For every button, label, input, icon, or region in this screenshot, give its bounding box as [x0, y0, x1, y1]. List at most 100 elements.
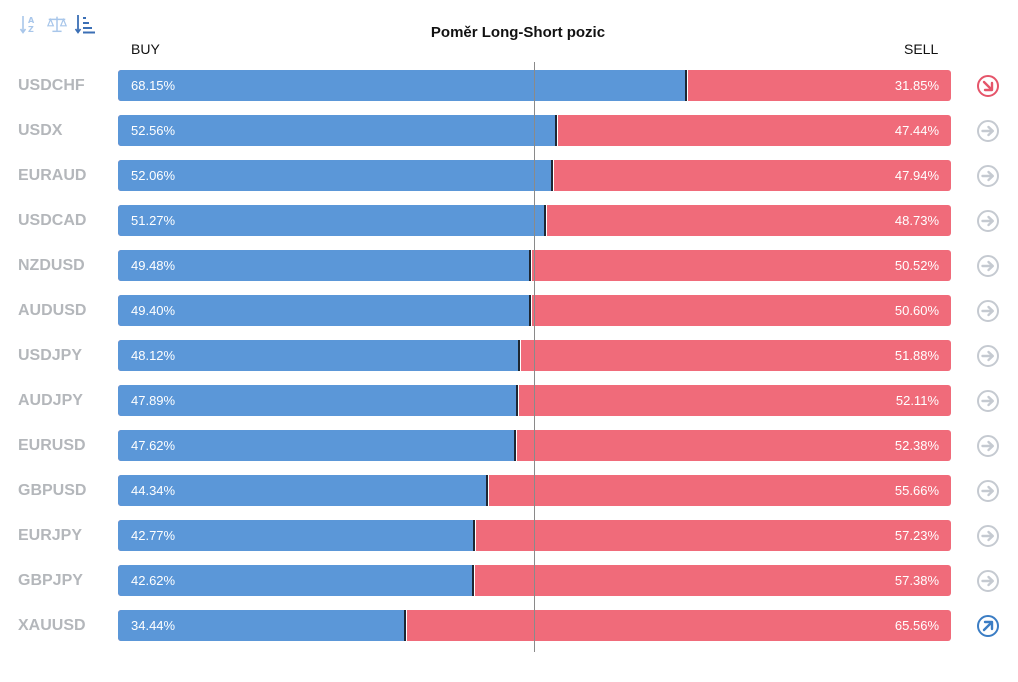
pair-symbol: USDJPY [18, 347, 83, 364]
sell-column-label: SELL [904, 41, 939, 57]
pair-symbol: AUDUSD [18, 302, 87, 319]
sell-value-label: 47.94% [894, 168, 939, 183]
arrow-down-right-icon[interactable] [976, 74, 1000, 98]
pair-row-audusd: AUDUSD 49.40% 50.60% [0, 295, 1018, 326]
arrow-right-icon[interactable] [976, 569, 1000, 593]
pair-row-xauusd: XAUUSD 34.44% 65.56% [0, 610, 1018, 641]
ratio-divider [529, 250, 532, 281]
pair-row-usdchf: USDCHF 68.15% 31.85% [0, 70, 1018, 101]
sell-value-label: 52.38% [894, 438, 939, 453]
buy-value-label: 49.40% [131, 303, 176, 318]
ratio-divider [404, 610, 407, 641]
sell-value-label: 52.11% [895, 393, 939, 408]
ratio-bar: 52.56% 47.44% [118, 115, 951, 146]
buy-value-label: 42.62% [131, 573, 176, 588]
svg-text:A: A [28, 16, 35, 25]
buy-bar [118, 205, 545, 236]
buy-value-label: 52.56% [131, 123, 176, 138]
buy-value-label: 49.48% [131, 258, 176, 273]
sort-amount-button[interactable] [74, 12, 96, 36]
ratio-divider [473, 520, 476, 551]
pair-symbol: AUDJPY [18, 392, 83, 409]
buy-value-label: 51.27% [131, 213, 176, 228]
pair-symbol: USDCHF [18, 77, 85, 94]
balance-icon [46, 16, 68, 33]
arrow-right-icon[interactable] [976, 479, 1000, 503]
buy-value-label: 47.89% [131, 393, 176, 408]
arrow-up-right-icon[interactable] [976, 614, 1000, 638]
sell-value-label: 57.38% [894, 573, 939, 588]
sell-value-label: 50.60% [894, 303, 939, 318]
pair-symbol: EURJPY [18, 527, 83, 544]
pair-symbol: EURUSD [18, 437, 86, 454]
pair-symbol: EURAUD [18, 167, 87, 184]
svg-text:Z: Z [28, 25, 34, 34]
ratio-divider [551, 160, 554, 191]
buy-value-label: 47.62% [131, 438, 176, 453]
pair-symbol: GBPUSD [18, 482, 87, 499]
sort-toolbar: A Z [18, 12, 96, 38]
arrow-right-icon[interactable] [976, 344, 1000, 368]
ratio-divider [516, 385, 519, 416]
arrow-right-icon[interactable] [976, 254, 1000, 278]
pair-symbol: NZDUSD [18, 257, 85, 274]
pair-row-eurusd: EURUSD 47.62% 52.38% [0, 430, 1018, 461]
ratio-divider [685, 70, 688, 101]
ratio-divider [518, 340, 521, 371]
ratio-divider [544, 205, 547, 236]
sell-value-label: 48.73% [894, 213, 939, 228]
buy-bar [118, 520, 474, 551]
pair-row-usdx: USDX 52.56% 47.44% [0, 115, 1018, 146]
sell-value-label: 51.88% [894, 348, 939, 363]
ratio-divider [486, 475, 489, 506]
chart-title: Poměr Long-Short pozic [430, 24, 606, 41]
pair-row-nzdusd: NZDUSD 49.48% 50.52% [0, 250, 1018, 281]
buy-bar [118, 475, 487, 506]
sell-value-label: 57.23% [894, 528, 939, 543]
arrow-right-icon[interactable] [976, 119, 1000, 143]
buy-value-label: 48.12% [131, 348, 176, 363]
ratio-divider [472, 565, 475, 596]
sort-alpha-button[interactable]: A Z [18, 12, 40, 36]
buy-bar [118, 115, 556, 146]
buy-bar [118, 295, 530, 326]
sell-value-label: 47.44% [894, 123, 939, 138]
arrow-right-icon[interactable] [976, 389, 1000, 413]
ratio-divider [555, 115, 558, 146]
buy-value-label: 44.34% [131, 483, 176, 498]
buy-bar [118, 70, 686, 101]
sell-value-label: 31.85% [894, 78, 939, 93]
arrow-right-icon[interactable] [976, 299, 1000, 323]
ratio-divider [514, 430, 517, 461]
pair-row-audjpy: AUDJPY 47.89% 52.11% [0, 385, 1018, 416]
pair-symbol: USDCAD [18, 212, 87, 229]
pair-row-eurjpy: EURJPY 42.77% 57.23% [0, 520, 1018, 551]
buy-bar [118, 340, 519, 371]
pair-row-gbpjpy: GBPJPY 42.62% 57.38% [0, 565, 1018, 596]
buy-value-label: 34.44% [131, 618, 176, 633]
sell-value-label: 50.52% [894, 258, 939, 273]
arrow-right-icon[interactable] [976, 209, 1000, 233]
pair-row-gbpusd: GBPUSD 44.34% 55.66% [0, 475, 1018, 506]
buy-value-label: 68.15% [131, 78, 176, 93]
pair-symbol: USDX [18, 122, 63, 139]
buy-value-label: 52.06% [131, 168, 176, 183]
pair-row-usdjpy: USDJPY 48.12% 51.88% [0, 340, 1018, 371]
buy-bar [118, 160, 552, 191]
sell-value-label: 65.56% [894, 618, 939, 633]
pair-row-usdcad: USDCAD 51.27% 48.73% [0, 205, 1018, 236]
buy-value-label: 42.77% [131, 528, 176, 543]
balance-button[interactable] [46, 12, 68, 36]
buy-bar [118, 430, 515, 461]
pair-symbol: XAUUSD [18, 617, 86, 634]
buy-column-label: BUY [131, 41, 160, 57]
center-reference-line [534, 62, 535, 652]
arrow-right-icon[interactable] [976, 164, 1000, 188]
arrow-right-icon[interactable] [976, 524, 1000, 548]
pair-row-euraud: EURAUD 52.06% 47.94% [0, 160, 1018, 191]
sort-amount-icon [74, 15, 95, 34]
arrow-right-icon[interactable] [976, 434, 1000, 458]
sell-value-label: 55.66% [894, 483, 939, 498]
ratio-divider [529, 295, 532, 326]
